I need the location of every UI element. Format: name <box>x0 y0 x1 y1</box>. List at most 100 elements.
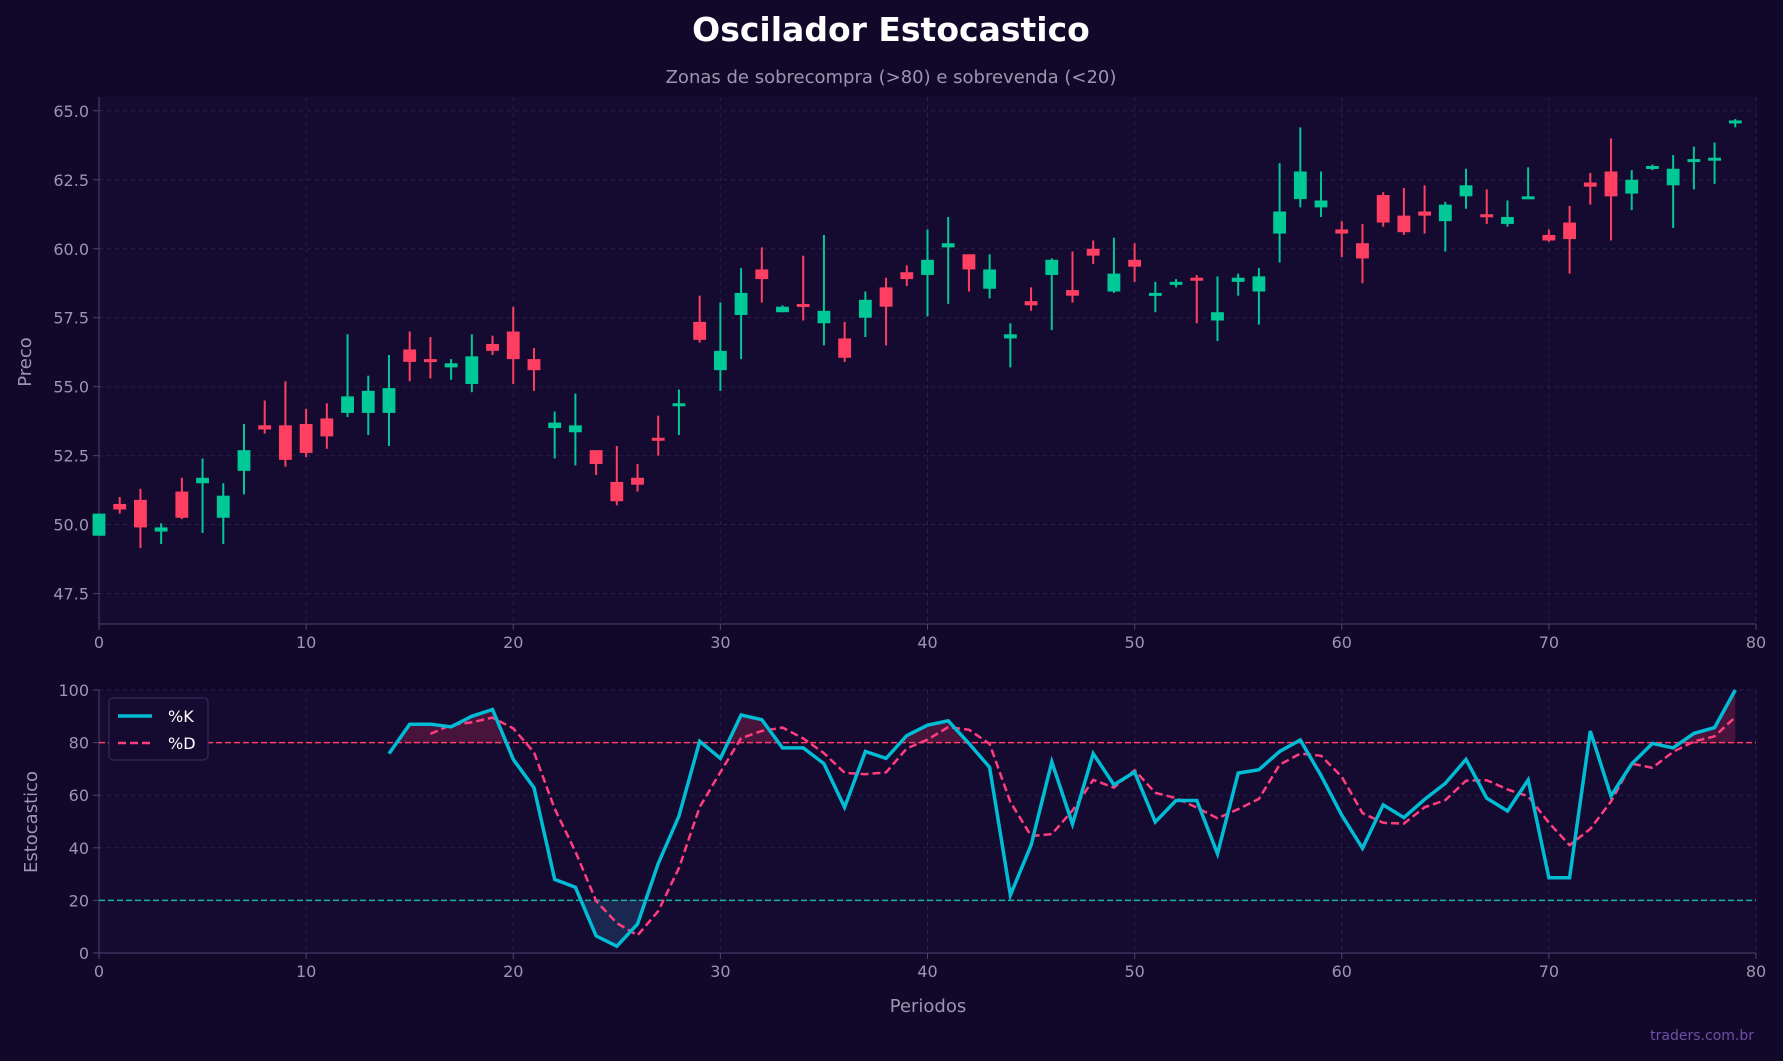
legend: %K %D <box>108 697 209 761</box>
candle <box>1625 170 1639 211</box>
candle-body <box>1542 234 1556 241</box>
candle <box>796 255 810 321</box>
candle-body <box>631 477 644 485</box>
candle-body <box>403 349 417 362</box>
candle-body <box>1293 171 1307 200</box>
candle-body <box>568 425 582 433</box>
candle-body <box>154 527 168 532</box>
candle <box>941 217 955 304</box>
candle <box>817 234 831 346</box>
candle <box>527 348 541 391</box>
candle <box>1480 189 1494 224</box>
candle-body <box>1646 165 1659 169</box>
candle-body <box>1687 159 1701 163</box>
candle <box>734 268 748 360</box>
candle-body <box>1397 215 1411 233</box>
candle <box>1542 229 1556 242</box>
candle <box>382 354 396 447</box>
candle-body <box>1024 301 1038 306</box>
y-tick-label: 47.5 <box>53 585 89 604</box>
candle <box>1003 323 1017 368</box>
candle <box>1128 243 1142 282</box>
candle-body <box>1501 217 1514 224</box>
candle-body <box>1314 200 1328 208</box>
candle <box>1728 119 1742 128</box>
candle-body <box>1356 243 1369 259</box>
candle-body <box>1003 334 1017 339</box>
y-tick-label: 40 <box>69 839 89 858</box>
candle <box>92 513 106 536</box>
candle <box>713 302 727 391</box>
candle-body <box>1583 182 1597 187</box>
candle <box>278 381 292 467</box>
candle <box>900 265 914 287</box>
x-tick-label: 20 <box>503 962 523 981</box>
candle-body <box>506 331 520 360</box>
stochastic-panel: 0 10 20 30 40 50 60 70 80 0 20 40 60 80 100 %K %D <box>58 681 1766 981</box>
candle <box>651 415 665 456</box>
x-tick-label: 70 <box>1539 962 1559 981</box>
candle <box>1646 164 1659 171</box>
candle-body <box>1563 222 1577 240</box>
candle <box>1190 274 1204 324</box>
x-tick-label: 0 <box>94 962 104 981</box>
candle <box>237 423 251 495</box>
x-tick-label: 60 <box>1332 633 1352 652</box>
candle <box>1314 171 1328 218</box>
candle <box>258 400 272 434</box>
candle-body <box>1604 171 1618 197</box>
candle <box>299 408 313 458</box>
candle-body <box>175 491 189 518</box>
candle <box>465 334 479 393</box>
candle-body <box>900 272 914 280</box>
x-tick-label: 0 <box>94 633 104 652</box>
candle <box>196 458 209 533</box>
candle <box>444 359 458 380</box>
candle <box>216 483 230 544</box>
candle <box>1438 201 1452 252</box>
candle <box>1356 223 1369 284</box>
candle <box>548 411 562 459</box>
candle-body <box>1211 312 1224 321</box>
candle-body <box>361 390 375 413</box>
candle-body <box>258 425 272 430</box>
legend-k-label: %K <box>168 707 194 726</box>
candle-body <box>92 513 106 536</box>
y-tick-label: 20 <box>69 891 89 910</box>
candle-body <box>299 423 313 453</box>
candle <box>589 450 603 476</box>
candle <box>1273 163 1287 263</box>
x-tick-label: 20 <box>503 633 523 652</box>
candle-body <box>838 338 852 358</box>
candle-body <box>1459 185 1473 197</box>
candle <box>921 229 934 317</box>
candle-body <box>610 481 624 502</box>
candle <box>693 295 707 343</box>
candle-body <box>423 359 437 363</box>
candle <box>1231 273 1245 296</box>
candle-body <box>941 243 955 248</box>
candle-body <box>1335 229 1349 234</box>
candle <box>423 337 437 379</box>
candle <box>1687 146 1701 190</box>
candle-body <box>589 450 603 464</box>
candle <box>113 497 127 514</box>
candle <box>1708 142 1721 184</box>
candle <box>1459 168 1473 209</box>
y-tick-label: 0 <box>79 944 89 963</box>
y-tick-label: 65.0 <box>53 102 89 121</box>
candle <box>320 403 334 449</box>
legend-d-label: %D <box>168 734 196 753</box>
candle <box>1666 154 1680 229</box>
y-tick-label: 60 <box>69 786 89 805</box>
candle <box>610 446 624 506</box>
candle-body <box>983 269 997 289</box>
candle-body <box>713 350 727 371</box>
x-tick-label: 10 <box>296 962 316 981</box>
candle-body <box>817 310 831 324</box>
candle-body <box>196 477 209 484</box>
candle <box>1148 281 1162 313</box>
candle-body <box>320 418 334 437</box>
candle-body <box>1086 248 1100 256</box>
